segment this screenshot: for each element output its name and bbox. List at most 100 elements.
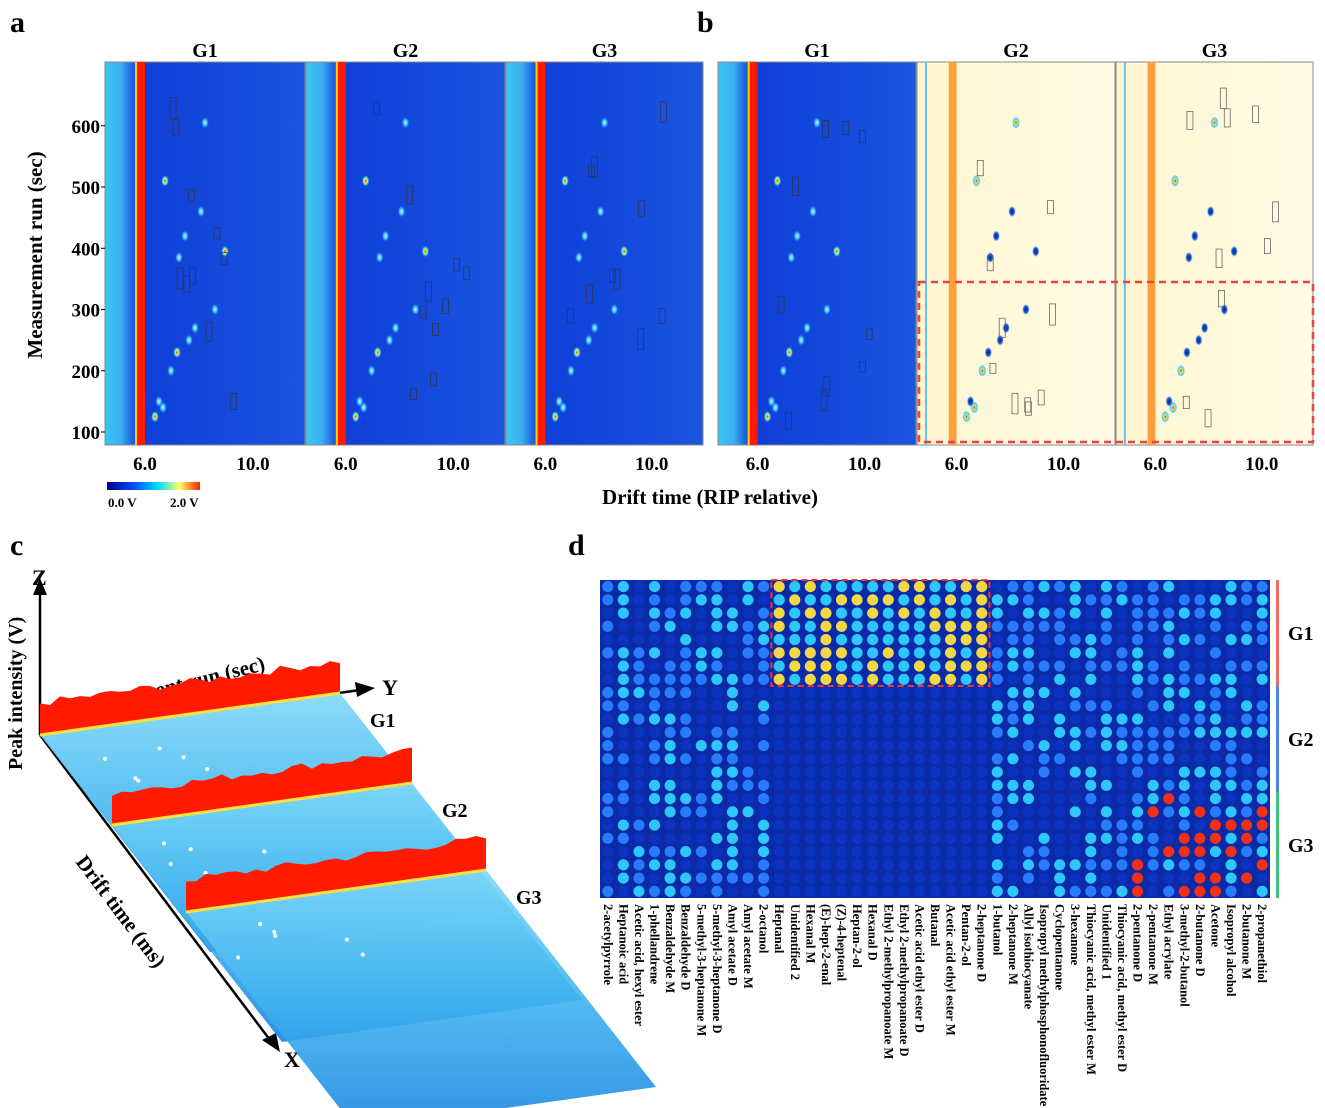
heatmap-cell	[664, 607, 676, 619]
heatmap-cell	[742, 594, 754, 606]
heatmap-cell	[648, 766, 661, 778]
heatmap-cell	[1038, 766, 1050, 778]
heatmap-cell	[1116, 713, 1128, 725]
heatmap-cell	[1116, 634, 1128, 646]
heatmap-cell	[867, 819, 879, 831]
heatmap-cell	[929, 766, 941, 778]
heatmap-cell	[804, 660, 816, 672]
heatmap-cell	[726, 660, 739, 672]
heatmap-cell	[1069, 766, 1081, 778]
heatmap-cell	[1225, 819, 1237, 831]
heatmap-cell	[882, 885, 894, 897]
heatmap-cell	[867, 806, 879, 818]
heatmap-cell	[929, 753, 941, 765]
heatmap-cell	[742, 713, 754, 725]
compound-label: Isopropyl methylphosphonofluoridate	[1037, 904, 1051, 1107]
heatmap-cell	[851, 753, 863, 765]
heatmap-cell	[1116, 885, 1128, 897]
heatmap-cell	[991, 753, 1003, 765]
heatmap-cell	[882, 872, 894, 884]
heatmap-cell	[633, 713, 645, 725]
heatmap-cell	[960, 846, 972, 858]
heatmap-cell	[1209, 885, 1222, 897]
compound-label: Isopropyl alcohol	[1224, 904, 1238, 997]
heatmap-cell	[1116, 859, 1128, 871]
heatmap-cell	[773, 832, 785, 844]
heatmap-cell	[602, 687, 614, 699]
compound-column	[1069, 581, 1081, 897]
heatmap-cell	[1007, 713, 1019, 725]
heatmap-cell	[602, 634, 614, 646]
heatmap-cell	[680, 819, 692, 831]
y-tick-label: 200	[72, 362, 101, 383]
heatmap-cell	[1241, 846, 1253, 858]
heatmap-cell	[1241, 740, 1253, 752]
heatmap-cell	[960, 806, 972, 818]
heatmap-cell	[789, 885, 801, 897]
heatmap-cell	[1054, 687, 1066, 699]
heatmap-cell	[648, 713, 661, 725]
heatmap-cell	[851, 673, 863, 685]
heatmap-cell	[929, 832, 941, 844]
heatmap-cell	[648, 673, 661, 685]
compound-column	[1100, 581, 1112, 897]
heatmap-cell	[991, 594, 1003, 606]
heatmap-cell	[695, 832, 707, 844]
heatmap-cell	[664, 673, 676, 685]
heatmap-cell	[1054, 779, 1066, 791]
heatmap-cell	[633, 700, 645, 712]
heatmap-cell	[1178, 647, 1190, 659]
compound-column	[1131, 581, 1144, 897]
heatmap-cell	[929, 885, 941, 897]
heatmap-cell	[602, 793, 614, 805]
group-title: G1	[804, 40, 830, 62]
heatmap-cell	[1100, 660, 1112, 672]
heatmap-cell	[1007, 872, 1019, 884]
heatmap-cell	[602, 620, 614, 632]
heatmap-cell	[726, 647, 739, 659]
heatmap-cell	[882, 713, 894, 725]
compound-label: 2-heptanone D	[975, 904, 989, 982]
heatmap-cell	[773, 647, 785, 659]
heatmap-cell	[867, 660, 879, 672]
heatmap-cell	[1225, 581, 1237, 593]
heatmap-cell	[1116, 793, 1128, 805]
heatmap-cell	[991, 740, 1003, 752]
heatmap-cell	[1100, 740, 1112, 752]
highlight-box	[770, 579, 991, 687]
heatmap-cell	[1022, 607, 1035, 619]
heatmap-cell	[991, 687, 1003, 699]
heatmap-cell	[1256, 885, 1268, 897]
heatmap-cell	[1178, 740, 1190, 752]
heatmap-cell	[711, 859, 723, 871]
heatmap-cell	[758, 819, 770, 831]
heatmap-cell	[664, 660, 676, 672]
heatmap-cell	[617, 766, 629, 778]
heatmap-cell	[680, 872, 692, 884]
heatmap-cell	[742, 753, 754, 765]
heatmap-cell	[742, 673, 754, 685]
heatmap-cell	[851, 859, 863, 871]
compound-column	[773, 581, 785, 897]
heatmap-cell	[1007, 607, 1019, 619]
heatmap-cell	[851, 620, 863, 632]
heatmap-cell	[602, 607, 614, 619]
heatmap-cell	[1256, 581, 1268, 593]
heatmap-cell	[695, 740, 707, 752]
x-axis-label: Drift time (RIP relative)	[602, 485, 818, 509]
compound-label: Cyclopentanone	[1053, 904, 1067, 991]
heatmap-cell	[1209, 581, 1222, 593]
compound-column	[898, 581, 910, 897]
heatmap-cell	[1163, 832, 1175, 844]
heatmap-cell	[820, 740, 832, 752]
heatmap-cell	[913, 581, 925, 593]
heatmap-cell	[913, 753, 925, 765]
heatmap-cell	[1256, 793, 1268, 805]
heatmap-cell	[648, 607, 661, 619]
x-tick-label: 10.0	[848, 454, 881, 475]
group-bar	[1276, 686, 1279, 792]
heatmap-cell	[1209, 620, 1222, 632]
heatmap-cell	[820, 753, 832, 765]
compound-label: 5-methyl-3-heptanone M	[694, 904, 708, 1036]
heatmap-cell	[617, 859, 629, 871]
